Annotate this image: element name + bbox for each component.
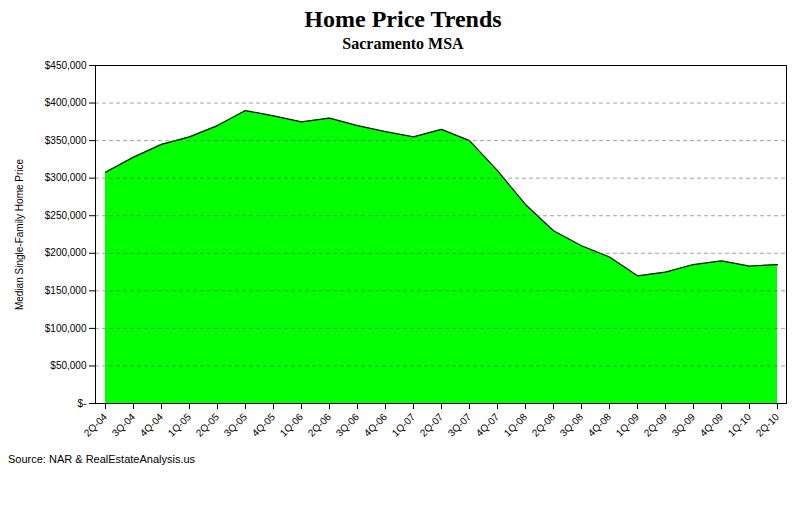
svg-text:4Q-05: 4Q-05: [250, 411, 278, 439]
svg-text:2Q-04: 2Q-04: [82, 411, 110, 439]
svg-text:3Q-06: 3Q-06: [334, 411, 362, 439]
svg-text:4Q-08: 4Q-08: [586, 411, 614, 439]
svg-text:1Q-10: 1Q-10: [726, 411, 754, 439]
svg-text:$300,000: $300,000: [45, 172, 87, 183]
svg-text:$100,000: $100,000: [45, 323, 87, 334]
svg-text:$250,000: $250,000: [45, 210, 87, 221]
svg-text:$350,000: $350,000: [45, 135, 87, 146]
svg-text:2Q-06: 2Q-06: [306, 411, 334, 439]
svg-text:$150,000: $150,000: [45, 285, 87, 296]
svg-text:2Q-07: 2Q-07: [418, 411, 446, 439]
svg-text:1Q-07: 1Q-07: [390, 411, 418, 439]
svg-text:2Q-08: 2Q-08: [530, 411, 558, 439]
html-text:Sacramento MSA: Sacramento MSA: [342, 35, 464, 52]
svg-text:4Q-06: 4Q-06: [362, 411, 390, 439]
svg-text:3Q-08: 3Q-08: [558, 411, 586, 439]
html-text:Home Price Trends: Home Price Trends: [304, 6, 502, 32]
svg-text:2Q-10: 2Q-10: [754, 411, 782, 439]
svg-text:2Q-09: 2Q-09: [642, 411, 670, 439]
svg-text:$200,000: $200,000: [45, 247, 87, 258]
svg-text:4Q-07: 4Q-07: [474, 411, 502, 439]
svg-text:$450,000: $450,000: [45, 60, 87, 71]
svg-text:Median Single-Family Home Pric: Median Single-Family Home Price: [14, 158, 25, 310]
svg-text:1Q-05: 1Q-05: [166, 411, 194, 439]
svg-text:3Q-05: 3Q-05: [222, 411, 250, 439]
html-text:Source: NAR & RealEstateAnalys: Source: NAR & RealEstateAnalysis.us: [8, 453, 196, 465]
svg-text:$50,000: $50,000: [50, 360, 87, 371]
svg-text:$400,000: $400,000: [45, 97, 87, 108]
svg-text:4Q-09: 4Q-09: [698, 411, 726, 439]
svg-text:1Q-08: 1Q-08: [502, 411, 530, 439]
svg-text:$-: $-: [78, 398, 87, 409]
svg-text:2Q-05: 2Q-05: [194, 411, 222, 439]
svg-text:4Q-04: 4Q-04: [138, 411, 166, 439]
svg-text:3Q-04: 3Q-04: [110, 411, 138, 439]
svg-text:1Q-09: 1Q-09: [614, 411, 642, 439]
svg-text:1Q-06: 1Q-06: [278, 411, 306, 439]
svg-text:3Q-07: 3Q-07: [446, 411, 474, 439]
svg-text:3Q-09: 3Q-09: [670, 411, 698, 439]
